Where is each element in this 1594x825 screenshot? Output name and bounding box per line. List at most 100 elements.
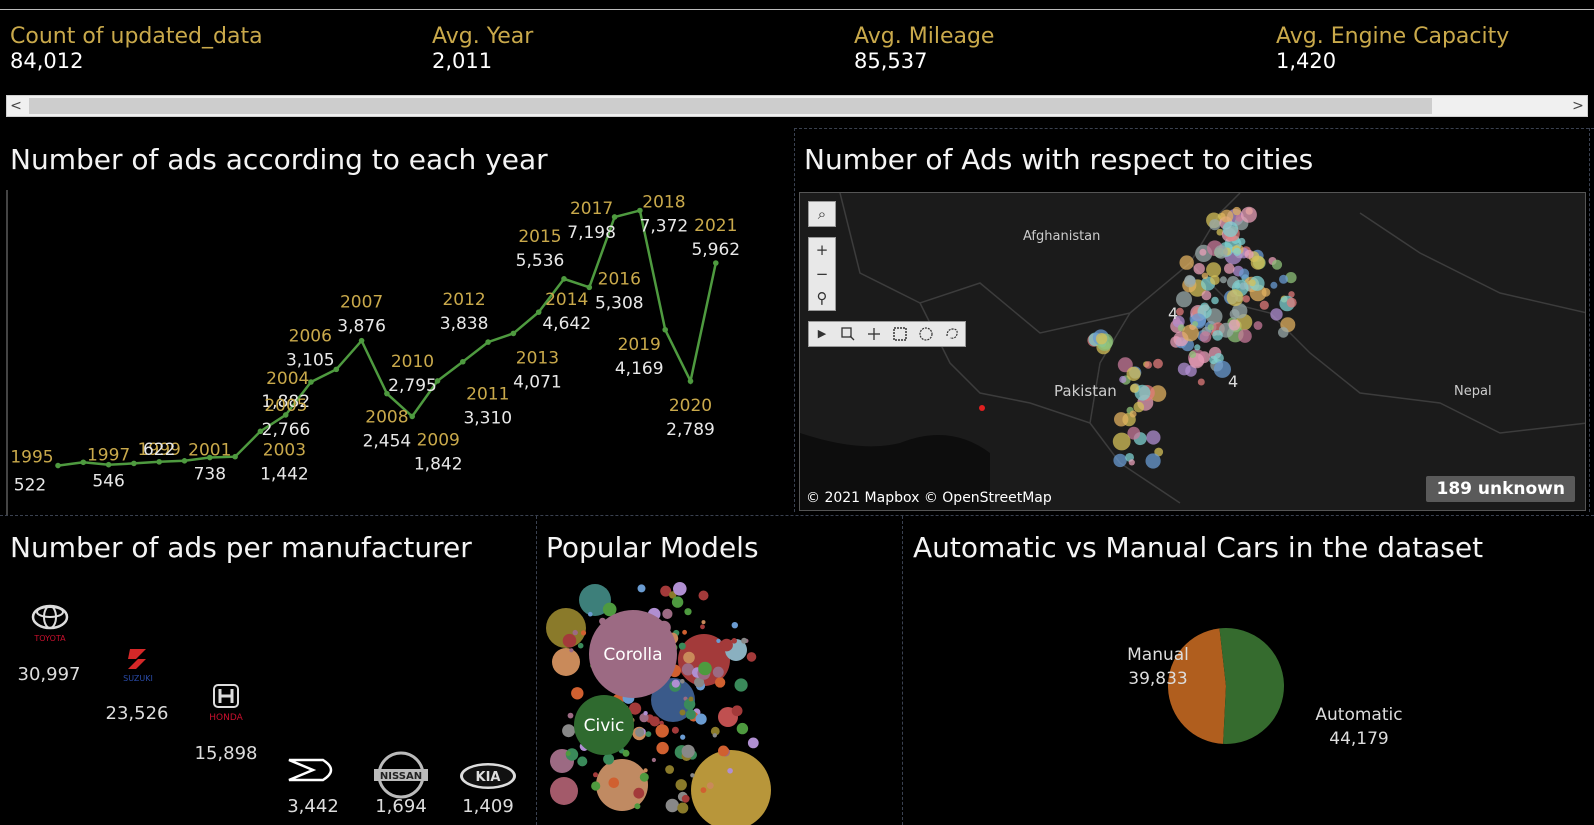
city-map[interactable]: Afghanistan Pakistan Nepal 4 4 ⌕ + − ⚲ ▶… bbox=[799, 192, 1586, 511]
play-icon[interactable]: ▶ bbox=[817, 327, 827, 340]
model-bubble[interactable] bbox=[734, 678, 748, 692]
model-bubble-corolla[interactable] bbox=[589, 610, 677, 698]
city-bubble[interactable] bbox=[1126, 366, 1141, 381]
model-bubble[interactable] bbox=[649, 716, 660, 727]
model-bubble[interactable] bbox=[580, 630, 587, 636]
model-bubble[interactable] bbox=[718, 745, 729, 757]
city-bubble[interactable] bbox=[1206, 262, 1222, 278]
city-bubble[interactable] bbox=[1146, 430, 1161, 445]
model-bubble[interactable] bbox=[577, 642, 584, 649]
horizontal-scrollbar[interactable]: < > bbox=[6, 95, 1588, 117]
city-bubble[interactable] bbox=[1244, 249, 1254, 259]
city-bubble[interactable] bbox=[1182, 324, 1199, 342]
city-bubble[interactable] bbox=[1220, 209, 1234, 223]
pan-icon[interactable] bbox=[861, 322, 887, 346]
model-bubble[interactable] bbox=[567, 712, 574, 719]
model-bubble[interactable] bbox=[629, 702, 642, 715]
year-point[interactable] bbox=[232, 453, 238, 460]
city-bubble[interactable] bbox=[1250, 255, 1265, 270]
model-bubble[interactable] bbox=[634, 803, 641, 810]
model-bubble[interactable] bbox=[602, 602, 617, 617]
model-bubble[interactable] bbox=[651, 757, 656, 763]
year-point[interactable] bbox=[637, 207, 643, 214]
model-bubble[interactable] bbox=[603, 753, 615, 765]
map-attribution[interactable]: © 2021 Mapbox © OpenStreetMap bbox=[806, 490, 1052, 506]
year-point[interactable] bbox=[409, 413, 416, 420]
model-bubble[interactable] bbox=[671, 679, 680, 688]
city-bubble[interactable] bbox=[1270, 308, 1283, 321]
model-bubble[interactable] bbox=[671, 726, 679, 734]
model-bubble[interactable] bbox=[671, 596, 684, 608]
pie-slice-automatic[interactable] bbox=[1219, 628, 1285, 745]
model-bubble[interactable] bbox=[643, 711, 648, 716]
model-bubble[interactable] bbox=[681, 744, 695, 758]
model-bubble[interactable] bbox=[700, 624, 705, 630]
city-bubble[interactable] bbox=[1222, 221, 1239, 237]
model-bubble[interactable] bbox=[720, 638, 733, 652]
model-bubble[interactable] bbox=[731, 638, 737, 644]
model-bubble[interactable] bbox=[562, 724, 576, 738]
city-bubble[interactable] bbox=[1214, 245, 1228, 259]
model-bubble[interactable] bbox=[679, 709, 686, 716]
zoom-in-button[interactable]: + bbox=[815, 241, 829, 259]
model-bubble[interactable] bbox=[683, 698, 696, 710]
model-bubble[interactable] bbox=[700, 787, 707, 793]
model-bubble[interactable] bbox=[579, 584, 611, 616]
city-bubble[interactable] bbox=[1176, 307, 1184, 316]
city-bubble[interactable] bbox=[1211, 296, 1219, 305]
year-point[interactable] bbox=[80, 459, 87, 466]
model-bubble[interactable] bbox=[746, 652, 757, 662]
model-bubble[interactable] bbox=[712, 733, 717, 738]
pin-icon[interactable]: ⚲ bbox=[816, 289, 828, 307]
model-bubble[interactable] bbox=[683, 651, 695, 664]
model-bubble[interactable] bbox=[546, 608, 586, 648]
year-point[interactable] bbox=[181, 457, 188, 464]
model-bubble[interactable] bbox=[643, 768, 648, 773]
model-bubble[interactable] bbox=[665, 765, 674, 774]
city-bubble[interactable] bbox=[1232, 206, 1241, 216]
city-bubble[interactable] bbox=[1219, 276, 1227, 284]
year-point[interactable] bbox=[207, 454, 213, 461]
city-bubble[interactable] bbox=[1193, 263, 1205, 275]
model-bubble[interactable] bbox=[681, 794, 690, 803]
year-point[interactable] bbox=[662, 326, 668, 333]
year-point[interactable] bbox=[611, 214, 618, 220]
model-bubble[interactable] bbox=[741, 637, 748, 644]
city-bubble[interactable] bbox=[1207, 324, 1214, 331]
year-point[interactable] bbox=[561, 276, 567, 282]
model-bubble[interactable] bbox=[635, 727, 645, 737]
kia-logo[interactable]: KIA bbox=[457, 759, 519, 793]
model-bubble[interactable] bbox=[550, 777, 578, 805]
model-bubble[interactable] bbox=[662, 608, 673, 619]
city-bubble[interactable] bbox=[1199, 248, 1207, 256]
model-bubble[interactable] bbox=[716, 638, 721, 643]
nissan-logo[interactable]: NISSAN bbox=[369, 750, 433, 800]
city-bubble[interactable] bbox=[1288, 291, 1295, 298]
model-bubble[interactable] bbox=[637, 584, 646, 593]
pie-slice-manual[interactable] bbox=[1168, 628, 1226, 744]
scroll-right-button[interactable]: > bbox=[1572, 98, 1584, 114]
year-point[interactable] bbox=[535, 309, 542, 315]
year-point[interactable] bbox=[460, 358, 466, 365]
year-point[interactable] bbox=[510, 330, 517, 337]
model-bubble[interactable] bbox=[680, 679, 685, 684]
city-bubble[interactable] bbox=[1095, 333, 1108, 345]
city-bubble[interactable] bbox=[1209, 219, 1221, 231]
model-bubble[interactable] bbox=[645, 731, 652, 737]
city-bubble[interactable] bbox=[1240, 206, 1257, 223]
model-bubble[interactable] bbox=[682, 629, 687, 635]
scroll-thumb[interactable] bbox=[29, 98, 1432, 114]
model-bubble[interactable] bbox=[690, 773, 695, 778]
year-point[interactable] bbox=[257, 428, 264, 435]
city-bubble[interactable] bbox=[1238, 329, 1252, 343]
city-bubble[interactable] bbox=[1199, 331, 1212, 343]
city-bubble[interactable] bbox=[1270, 281, 1278, 289]
model-bubble[interactable] bbox=[688, 696, 694, 702]
city-bubble[interactable] bbox=[1176, 291, 1192, 308]
model-bubble[interactable] bbox=[562, 633, 577, 648]
city-bubble[interactable] bbox=[1224, 263, 1235, 274]
model-bubble[interactable] bbox=[710, 726, 720, 736]
city-bubble[interactable] bbox=[1239, 268, 1250, 279]
rect-select-icon[interactable] bbox=[887, 322, 913, 346]
model-bubble[interactable] bbox=[685, 709, 696, 720]
